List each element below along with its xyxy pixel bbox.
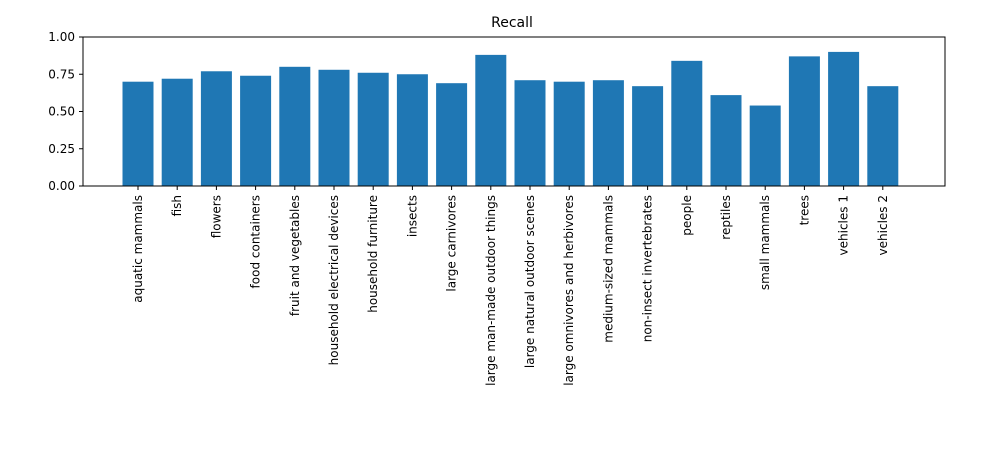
y-tick-label-3: 0.75	[48, 67, 75, 81]
bar-11	[553, 81, 585, 186]
bar-7	[396, 74, 428, 186]
x-tick-label-7: insects	[405, 195, 419, 237]
x-tick-label-8: large carnivores	[445, 195, 459, 292]
x-tick-label-9: large man-made outdoor things	[484, 195, 498, 386]
bar-3	[240, 75, 272, 186]
bar-6	[357, 72, 389, 186]
x-tick-label-12: medium-sized mammals	[601, 195, 615, 343]
bar-15	[710, 95, 742, 186]
y-axis: 0.00 0.25 0.50 0.75 1.00	[48, 30, 83, 193]
bar-0	[122, 81, 154, 186]
x-tick-label-2: flowers	[209, 195, 223, 238]
x-tick-label-5: household electrical devices	[327, 195, 341, 365]
bar-17	[788, 56, 820, 187]
bar-2	[200, 71, 232, 186]
x-tick-label-4: fruit and vegetables	[288, 195, 302, 316]
x-tick-label-15: reptiles	[719, 195, 733, 240]
plot-frame	[82, 36, 946, 187]
x-axis: aquatic mammals fish flowers food container…	[131, 186, 890, 386]
x-tick-label-16: small mammals	[758, 195, 772, 290]
x-tick-label-6: household furniture	[366, 195, 380, 313]
bar-14	[671, 60, 703, 187]
bar-12	[592, 80, 624, 186]
x-tick-label-10: large natural outdoor scenes	[523, 195, 537, 368]
bars-group	[122, 51, 899, 187]
x-tick-label-14: people	[680, 195, 694, 236]
y-tick-label-1: 0.25	[48, 142, 75, 156]
bar-1	[161, 78, 193, 186]
bar-5	[318, 69, 350, 186]
bar-10	[514, 80, 546, 186]
bar-16	[749, 105, 781, 186]
x-tick-label-1: fish	[170, 195, 184, 216]
bar-8	[436, 83, 468, 186]
bar-4	[279, 66, 311, 186]
bar-13	[632, 86, 664, 186]
y-tick-label-0: 0.00	[48, 179, 75, 193]
x-tick-label-0: aquatic mammals	[131, 195, 145, 303]
x-tick-label-18: vehicles 1	[837, 195, 851, 255]
bar-9	[475, 54, 507, 186]
x-tick-label-13: non-insect invertebrates	[641, 195, 655, 342]
bar-18	[828, 51, 860, 187]
x-tick-label-17: trees	[797, 195, 811, 225]
y-tick-label-4: 1.00	[48, 30, 75, 44]
y-tick-label-2: 0.50	[48, 105, 75, 119]
x-tick-label-3: food containers	[249, 195, 263, 288]
x-tick-label-11: large omnivores and herbivores	[562, 195, 576, 386]
chart-title: Recall	[491, 15, 533, 31]
bar-19	[867, 86, 899, 186]
x-tick-label-19: vehicles 2	[876, 195, 890, 255]
